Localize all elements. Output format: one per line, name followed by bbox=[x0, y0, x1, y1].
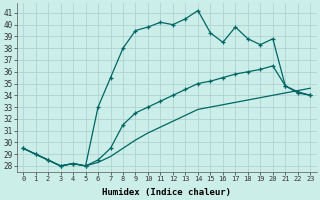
X-axis label: Humidex (Indice chaleur): Humidex (Indice chaleur) bbox=[102, 188, 231, 197]
